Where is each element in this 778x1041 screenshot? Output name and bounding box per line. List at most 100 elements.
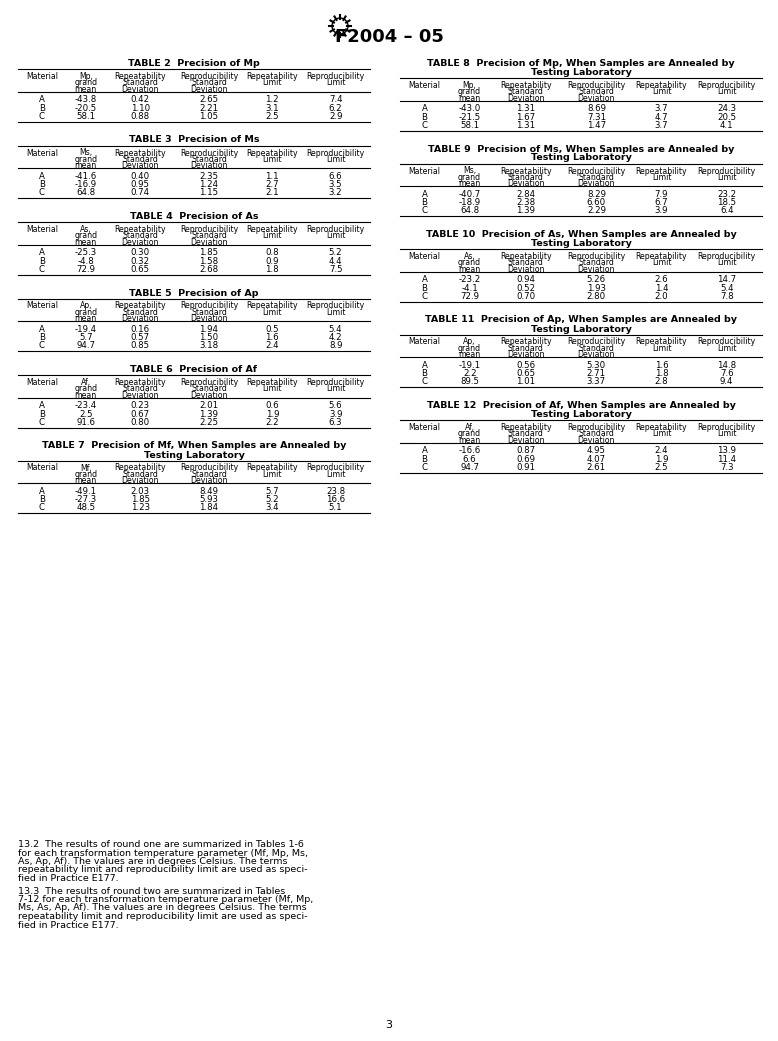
Text: A: A: [422, 189, 427, 199]
Text: -20.5: -20.5: [75, 104, 97, 112]
Text: Reproducibility: Reproducibility: [180, 302, 238, 310]
Text: Standard: Standard: [579, 429, 615, 438]
Text: -40.7: -40.7: [458, 189, 481, 199]
Text: Standard: Standard: [122, 78, 158, 87]
Text: Deviation: Deviation: [190, 161, 228, 170]
Text: repeatability limit and reproducibility limit are used as speci-: repeatability limit and reproducibility …: [18, 912, 307, 921]
Text: 2.5: 2.5: [655, 463, 668, 472]
Text: 3.9: 3.9: [655, 206, 668, 215]
Text: mean: mean: [75, 237, 97, 247]
Text: mean: mean: [458, 435, 481, 445]
Text: 0.70: 0.70: [517, 291, 535, 301]
Text: 2.65: 2.65: [199, 96, 219, 104]
Text: A: A: [39, 96, 44, 104]
Text: 0.57: 0.57: [131, 333, 150, 342]
Text: Deviation: Deviation: [190, 314, 228, 323]
Text: Repeatability: Repeatability: [247, 378, 298, 387]
Text: Reproducibility: Reproducibility: [180, 463, 238, 473]
Text: Limit: Limit: [326, 384, 345, 393]
Text: Limit: Limit: [652, 429, 671, 438]
Text: 2.9: 2.9: [329, 111, 342, 121]
Text: 3.5: 3.5: [329, 180, 342, 189]
Text: Reproducibility: Reproducibility: [698, 252, 756, 261]
Text: Standard: Standard: [579, 258, 615, 268]
Text: Limit: Limit: [262, 469, 282, 479]
Text: 3.1: 3.1: [265, 104, 279, 112]
Text: Reproducibility: Reproducibility: [307, 72, 365, 81]
Text: 6.4: 6.4: [720, 206, 734, 215]
Text: Limit: Limit: [652, 344, 671, 353]
Text: 5.26: 5.26: [587, 276, 606, 284]
Text: 0.91: 0.91: [517, 463, 535, 472]
Text: Limit: Limit: [717, 258, 737, 268]
Text: Limit: Limit: [326, 308, 345, 316]
Text: -41.6: -41.6: [75, 172, 97, 181]
Text: 48.5: 48.5: [76, 503, 96, 512]
Text: 58.1: 58.1: [460, 121, 479, 130]
Text: Reproducibility: Reproducibility: [567, 81, 626, 90]
Text: 94.7: 94.7: [76, 341, 95, 351]
Text: grand: grand: [458, 87, 482, 97]
Text: Ms,: Ms,: [79, 149, 93, 157]
Text: 0.88: 0.88: [131, 111, 150, 121]
Text: 8.69: 8.69: [587, 104, 606, 113]
Text: Repeatability: Repeatability: [114, 225, 166, 234]
Text: 4.07: 4.07: [587, 455, 606, 463]
Text: C: C: [422, 291, 427, 301]
Text: 0.30: 0.30: [131, 249, 150, 257]
Text: 0.56: 0.56: [517, 361, 535, 370]
Text: 1.67: 1.67: [517, 112, 535, 122]
Text: mean: mean: [75, 390, 97, 400]
Text: Deviation: Deviation: [577, 264, 615, 274]
Text: Reproducibility: Reproducibility: [307, 463, 365, 473]
Text: 3: 3: [386, 1020, 392, 1030]
Text: Repeatability: Repeatability: [500, 81, 552, 90]
Text: Ms,: Ms,: [463, 167, 476, 176]
Text: Repeatability: Repeatability: [247, 72, 298, 81]
Text: Standard: Standard: [122, 469, 158, 479]
Text: 7.4: 7.4: [329, 96, 342, 104]
Text: Repeatability: Repeatability: [636, 167, 687, 176]
Text: Reproducibility: Reproducibility: [307, 149, 365, 157]
Text: 2.03: 2.03: [131, 487, 150, 496]
Text: 2.68: 2.68: [199, 264, 219, 274]
Text: TABLE 9  Precision of Ms, When Samples are Annealed by: TABLE 9 Precision of Ms, When Samples ar…: [428, 145, 734, 153]
Text: Reproducibility: Reproducibility: [180, 378, 238, 387]
Text: Limit: Limit: [262, 155, 282, 163]
Text: A: A: [39, 402, 44, 410]
Text: 8.9: 8.9: [329, 341, 342, 351]
Text: Repeatability: Repeatability: [114, 302, 166, 310]
Text: 0.40: 0.40: [131, 172, 150, 181]
Text: -23.4: -23.4: [75, 402, 97, 410]
Text: Limit: Limit: [326, 78, 345, 87]
Text: -49.1: -49.1: [75, 487, 96, 496]
Text: 64.8: 64.8: [460, 206, 479, 215]
Text: Limit: Limit: [326, 155, 345, 163]
Text: 1.4: 1.4: [655, 283, 668, 293]
Text: Ap,: Ap,: [79, 302, 92, 310]
Text: Standard: Standard: [508, 87, 544, 97]
Text: Material: Material: [26, 72, 58, 81]
Text: Limit: Limit: [717, 429, 737, 438]
Text: Standard: Standard: [508, 173, 544, 182]
Text: Material: Material: [408, 423, 440, 432]
Text: Mp,: Mp,: [79, 72, 93, 81]
Text: C: C: [422, 206, 427, 215]
Text: 0.6: 0.6: [265, 402, 279, 410]
Text: grand: grand: [74, 308, 97, 316]
Text: 3.7: 3.7: [655, 104, 668, 113]
Text: Testing Laboratory: Testing Laboratory: [144, 451, 244, 459]
Text: Limit: Limit: [652, 173, 671, 182]
Text: Reproducibility: Reproducibility: [698, 81, 756, 90]
Text: Af,: Af,: [81, 378, 91, 387]
Text: 0.8: 0.8: [265, 249, 279, 257]
Text: 2.5: 2.5: [265, 111, 279, 121]
Text: Standard: Standard: [508, 344, 544, 353]
Text: Limit: Limit: [326, 469, 345, 479]
Text: Material: Material: [408, 167, 440, 176]
Text: 1.47: 1.47: [587, 121, 606, 130]
Text: 24.3: 24.3: [717, 104, 736, 113]
Text: mean: mean: [75, 314, 97, 323]
Text: grand: grand: [74, 78, 97, 87]
Text: C: C: [39, 503, 45, 512]
